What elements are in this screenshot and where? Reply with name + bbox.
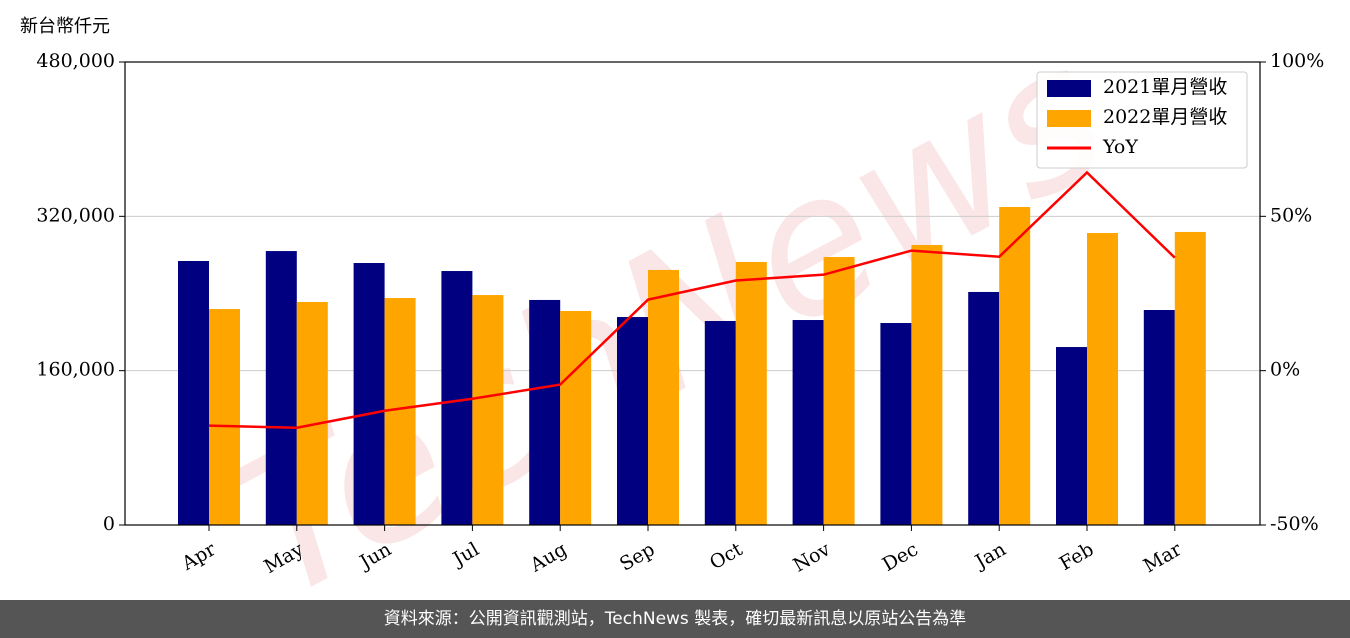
- x-tick-label: Sep: [616, 538, 659, 575]
- bar: [617, 317, 648, 525]
- x-tick-label: Oct: [706, 538, 747, 574]
- y-tick-label: 160,000: [36, 359, 115, 381]
- bar: [265, 251, 297, 525]
- bar: [735, 261, 767, 525]
- bar: [472, 295, 504, 525]
- y-tick-label: 320,000: [36, 204, 115, 226]
- legend-label: YoY: [1102, 136, 1138, 158]
- legend-swatch: [1047, 110, 1091, 127]
- bar: [353, 263, 385, 525]
- bar: [384, 298, 416, 525]
- bar: [1087, 233, 1118, 525]
- bar: [704, 320, 736, 525]
- x-tick-label: Apr: [177, 538, 220, 575]
- bar: [1174, 231, 1206, 525]
- bar: [560, 310, 592, 525]
- y-tick-label: 480,000: [36, 50, 115, 72]
- x-tick-label: Mar: [1140, 538, 1186, 577]
- legend-label: 2022單月營收: [1103, 106, 1227, 128]
- y2-tick-label: 100%: [1270, 50, 1324, 72]
- footer: 資料來源：公開資訊觀測站，TechNews 製表，確切最新訊息以原站公告為準: [0, 600, 1350, 638]
- legend-swatch: [1047, 80, 1091, 97]
- legend-label: 2021單月營收: [1103, 76, 1227, 98]
- bar: [999, 206, 1031, 525]
- x-tick-label: Jan: [970, 538, 1010, 574]
- y2-tick-label: 0%: [1270, 359, 1300, 381]
- yoy-line: [208, 170, 1176, 430]
- x-tick-label: Nov: [789, 538, 834, 577]
- bar: [823, 257, 855, 525]
- y2-tick-label: 50%: [1270, 204, 1312, 226]
- bar: [178, 260, 209, 525]
- plot-frame: [124, 61, 1261, 526]
- y-axis-unit: 新台幣仟元: [20, 16, 110, 37]
- bar: [792, 320, 824, 525]
- x-tick-label: Feb: [1056, 538, 1098, 575]
- x-tick-label: Dec: [879, 538, 922, 576]
- bar: [648, 269, 679, 525]
- bar: [1056, 347, 1087, 525]
- chart: 新台幣仟元 TechNews 0160,000320,000480,000-50…: [20, 2, 1324, 638]
- bar: [441, 271, 473, 525]
- bar: [1143, 309, 1175, 525]
- bar: [880, 323, 912, 525]
- bar: [296, 301, 328, 525]
- bar: [529, 299, 561, 525]
- y-tick-label: 0: [103, 513, 115, 535]
- bar: [968, 291, 1000, 525]
- x-tick-label: Aug: [526, 538, 571, 577]
- bar: [209, 309, 240, 525]
- bar: [911, 244, 943, 526]
- y2-tick-label: -50%: [1270, 513, 1319, 535]
